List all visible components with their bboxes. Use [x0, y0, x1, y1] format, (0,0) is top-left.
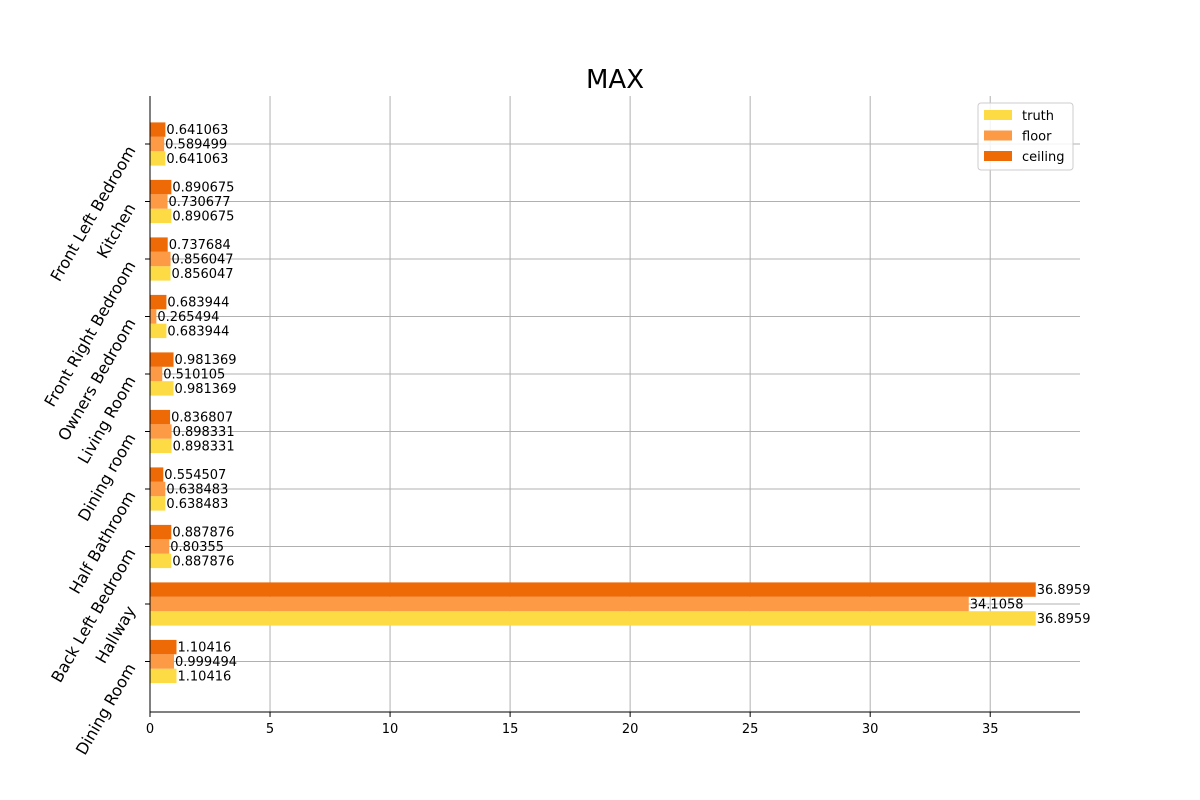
x-tick-label: 25 — [742, 722, 759, 737]
value-label-truth: 0.981369 — [175, 382, 237, 397]
value-label-truth: 0.856047 — [172, 267, 234, 282]
value-label-floor: 34.1058 — [970, 598, 1024, 613]
value-label-ceiling: 0.554507 — [164, 468, 226, 483]
legend: truth floor ceiling — [977, 102, 1074, 171]
value-label-floor: 0.589499 — [165, 138, 227, 153]
value-label-ceiling: 36.8959 — [1037, 583, 1091, 598]
bar-ceiling — [150, 122, 166, 137]
value-label-ceiling: 0.683944 — [167, 296, 229, 311]
bars-layer — [150, 122, 1036, 684]
x-tick-label: 35 — [982, 722, 999, 737]
value-label-truth: 0.638483 — [166, 497, 228, 512]
bar-ceiling — [150, 524, 172, 540]
legend-label-floor: floor — [1022, 130, 1052, 145]
value-label-truth: 1.10416 — [178, 669, 232, 684]
bar-floor — [150, 424, 172, 439]
legend-swatch-ceiling — [984, 151, 1012, 161]
bar-ceiling — [150, 639, 177, 655]
bar-floor — [150, 194, 168, 209]
bar-truth — [150, 553, 172, 569]
value-label-ceiling: 0.836807 — [171, 411, 233, 426]
value-label-truth: 0.887876 — [172, 554, 234, 569]
bar-truth — [150, 668, 177, 684]
x-tick-label: 5 — [266, 722, 274, 737]
bar-ceiling — [150, 352, 174, 367]
value-label-ceiling: 0.887876 — [172, 526, 234, 541]
value-label-floor: 0.856047 — [172, 253, 234, 268]
bar-ceiling — [150, 467, 164, 482]
legend-swatch-floor — [984, 130, 1012, 141]
bar-floor — [150, 309, 157, 324]
legend-label-truth: truth — [1022, 109, 1054, 124]
bar-ceiling — [150, 582, 1036, 597]
legend-label-ceiling: ceiling — [1022, 150, 1064, 165]
bar-ceiling — [150, 294, 167, 310]
bar-ceiling — [150, 179, 172, 195]
chart-title: MAX — [586, 65, 644, 95]
bar-floor — [150, 539, 170, 554]
bar-truth — [150, 266, 171, 281]
value-label-ceiling: 1.10416 — [178, 641, 232, 656]
value-label-truth: 36.8959 — [1037, 612, 1091, 627]
x-tick-label: 20 — [622, 722, 639, 737]
bar-truth — [150, 381, 174, 396]
bar-ceiling — [150, 409, 171, 425]
value-label-floor: 0.510105 — [163, 368, 225, 383]
value-label-truth: 0.898331 — [173, 439, 235, 454]
value-label-ceiling: 0.890675 — [172, 181, 234, 196]
value-label-truth: 0.683944 — [167, 324, 229, 339]
bar-truth — [150, 208, 172, 224]
x-tick-label: 0 — [146, 722, 154, 737]
x-tick-label: 15 — [502, 722, 519, 737]
bar-floor — [150, 596, 969, 612]
grid-layer — [149, 96, 1080, 712]
legend-swatch-truth — [984, 110, 1012, 120]
value-label-ceiling: 0.981369 — [175, 353, 237, 368]
bar-floor — [150, 136, 165, 152]
bar-floor — [150, 366, 163, 382]
value-label-floor: 0.638483 — [166, 483, 228, 498]
value-label-ceiling: 0.737684 — [169, 238, 231, 253]
value-label-truth: 0.641063 — [166, 152, 228, 167]
value-label-floor: 0.999494 — [175, 655, 237, 670]
value-label-floor: 0.898331 — [173, 425, 235, 440]
value-label-floor: 0.265494 — [157, 310, 219, 325]
bar-ceiling — [150, 237, 168, 252]
x-tick-label: 30 — [862, 722, 879, 737]
bar-floor — [150, 654, 174, 669]
bar-truth — [150, 611, 1036, 626]
bar-truth — [150, 323, 167, 339]
category-label: Dining Room — [72, 660, 140, 758]
value-label-ceiling: 0.641063 — [166, 123, 228, 138]
bar-truth — [150, 151, 166, 166]
bar-truth — [150, 496, 166, 511]
bar-floor — [150, 481, 166, 497]
bar-truth — [150, 438, 172, 454]
value-label-truth: 0.890675 — [172, 209, 234, 224]
value-label-floor: 0.80355 — [170, 540, 224, 555]
bar-floor — [150, 251, 171, 267]
x-tick-label: 10 — [382, 722, 399, 737]
value-label-floor: 0.730677 — [169, 195, 231, 210]
